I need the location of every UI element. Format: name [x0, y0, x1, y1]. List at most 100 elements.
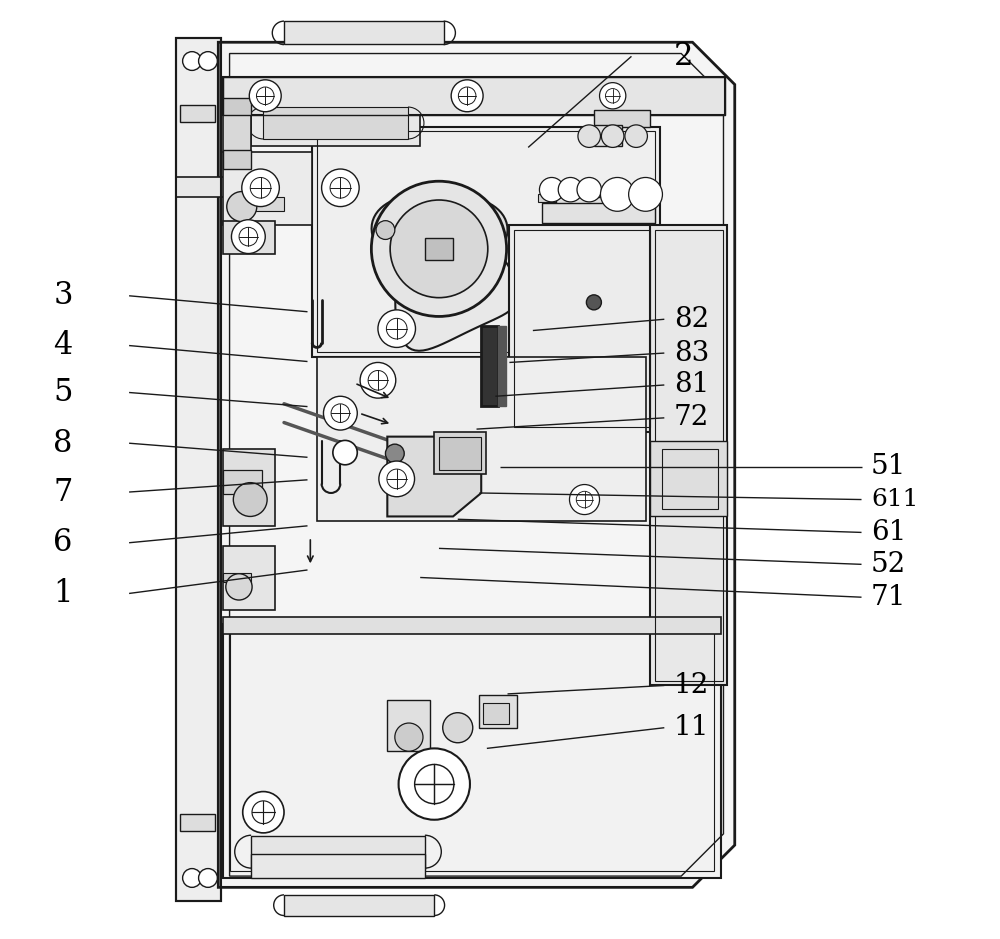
Bar	[223, 470, 262, 494]
Circle shape	[231, 220, 265, 254]
Bar	[662, 449, 718, 509]
Circle shape	[601, 125, 624, 147]
Bar	[498, 326, 506, 406]
Bar	[180, 814, 215, 831]
Bar	[223, 546, 275, 610]
Circle shape	[378, 310, 415, 347]
Bar	[223, 624, 721, 878]
Bar	[594, 125, 622, 146]
Bar	[223, 221, 275, 254]
Text: 52: 52	[871, 551, 906, 577]
Text: 6: 6	[53, 527, 73, 559]
Circle shape	[629, 177, 662, 211]
Circle shape	[569, 485, 600, 515]
Bar	[479, 695, 517, 728]
Bar	[263, 107, 408, 139]
Bar	[223, 115, 251, 152]
Polygon shape	[218, 42, 735, 887]
Circle shape	[199, 52, 217, 70]
Bar	[509, 225, 655, 432]
Text: 7: 7	[53, 476, 73, 508]
Circle shape	[390, 200, 488, 298]
Bar	[176, 38, 221, 901]
Bar	[439, 437, 481, 470]
Circle shape	[385, 444, 404, 463]
Circle shape	[578, 125, 600, 147]
Bar	[251, 836, 425, 869]
Bar	[650, 441, 727, 516]
Circle shape	[600, 177, 634, 211]
Circle shape	[577, 177, 601, 202]
Bar	[317, 131, 655, 352]
Circle shape	[625, 125, 647, 147]
Bar	[425, 238, 453, 260]
Circle shape	[600, 83, 626, 109]
Bar	[594, 110, 650, 127]
Bar	[230, 631, 714, 871]
Text: 5: 5	[53, 377, 73, 408]
Circle shape	[199, 869, 217, 887]
Bar	[176, 177, 237, 197]
Text: 72: 72	[674, 405, 709, 431]
Circle shape	[379, 461, 415, 497]
Bar	[317, 357, 646, 521]
Text: 2: 2	[674, 40, 693, 72]
Bar	[223, 77, 725, 115]
Bar	[223, 98, 251, 115]
Bar	[556, 197, 617, 218]
Circle shape	[539, 177, 564, 202]
Circle shape	[558, 177, 583, 202]
Bar	[223, 150, 251, 169]
Bar	[251, 100, 420, 146]
Circle shape	[249, 80, 281, 112]
Circle shape	[395, 723, 423, 751]
Bar	[246, 197, 284, 211]
Circle shape	[586, 295, 601, 310]
Text: 81: 81	[674, 372, 709, 398]
Text: 3: 3	[53, 280, 73, 312]
Circle shape	[227, 192, 257, 222]
Text: 61: 61	[871, 519, 906, 546]
Text: 11: 11	[674, 715, 709, 741]
Bar	[434, 432, 486, 474]
Polygon shape	[372, 192, 508, 316]
Text: 1: 1	[53, 577, 73, 609]
Bar	[481, 326, 498, 406]
Circle shape	[233, 483, 267, 516]
Circle shape	[399, 748, 470, 820]
Bar	[538, 194, 561, 202]
Polygon shape	[395, 232, 518, 351]
Circle shape	[376, 221, 395, 239]
Bar	[180, 105, 215, 122]
Circle shape	[360, 362, 396, 398]
Bar	[514, 230, 650, 427]
Circle shape	[451, 80, 483, 112]
Bar	[284, 21, 444, 44]
Polygon shape	[387, 437, 481, 516]
Circle shape	[243, 792, 284, 833]
Bar	[223, 617, 721, 634]
Bar	[251, 854, 425, 878]
Circle shape	[443, 713, 473, 743]
Bar	[223, 573, 251, 582]
Bar	[223, 449, 275, 526]
Circle shape	[242, 169, 279, 207]
Text: 51: 51	[871, 454, 906, 480]
Bar	[223, 77, 725, 115]
Text: 8: 8	[53, 427, 73, 459]
Circle shape	[183, 52, 201, 70]
Text: 4: 4	[54, 330, 73, 362]
Bar	[387, 700, 430, 751]
Bar	[542, 203, 655, 223]
Circle shape	[371, 181, 507, 316]
Bar	[483, 703, 509, 724]
Bar	[312, 127, 660, 357]
Text: 12: 12	[674, 672, 709, 699]
Bar	[284, 895, 434, 916]
Bar	[223, 152, 312, 225]
Circle shape	[226, 574, 252, 600]
Circle shape	[322, 169, 359, 207]
Bar	[655, 230, 723, 681]
Text: 83: 83	[674, 340, 709, 366]
Text: 611: 611	[871, 488, 918, 511]
